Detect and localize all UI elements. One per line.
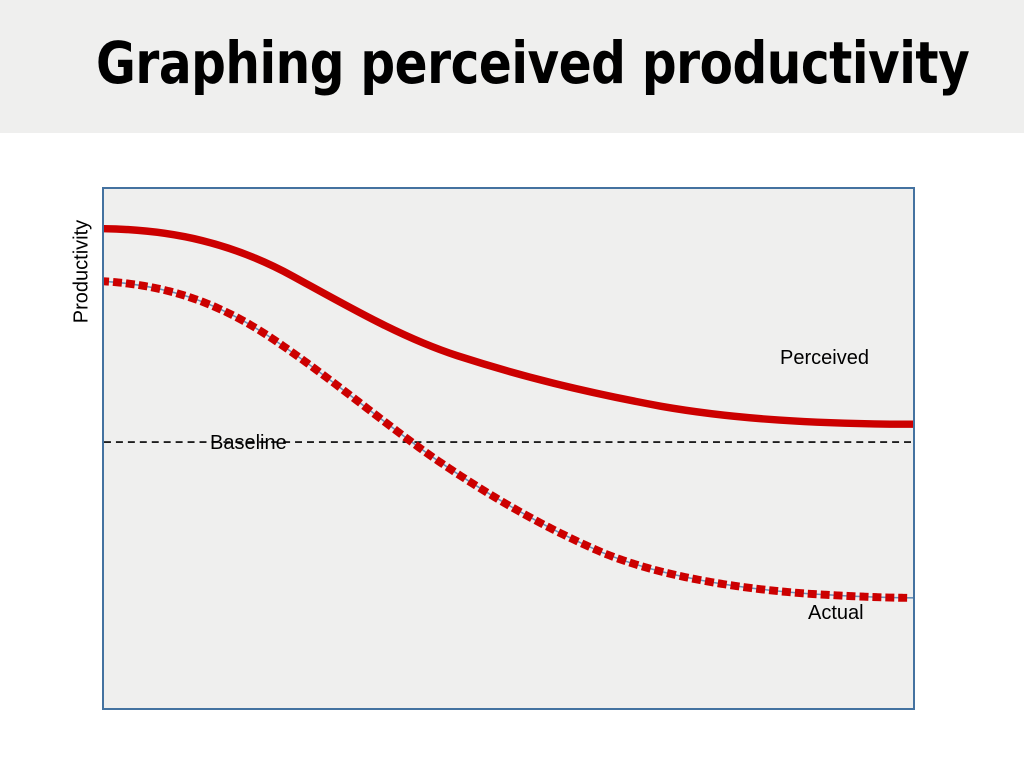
page-title: Graphing perceived productivity bbox=[96, 29, 970, 97]
baseline-label: Baseline bbox=[210, 432, 287, 454]
perceived-label: Perceived bbox=[780, 347, 869, 369]
actual-curve bbox=[104, 277, 913, 602]
chart-plot-area: Baseline Perceived Actual bbox=[102, 187, 915, 710]
perceived-curve bbox=[104, 224, 913, 428]
chart-canvas bbox=[104, 224, 913, 602]
title-band: Graphing perceived productivity bbox=[0, 0, 1024, 133]
actual-label: Actual bbox=[808, 602, 864, 624]
y-axis-title: Productivity bbox=[70, 219, 93, 324]
